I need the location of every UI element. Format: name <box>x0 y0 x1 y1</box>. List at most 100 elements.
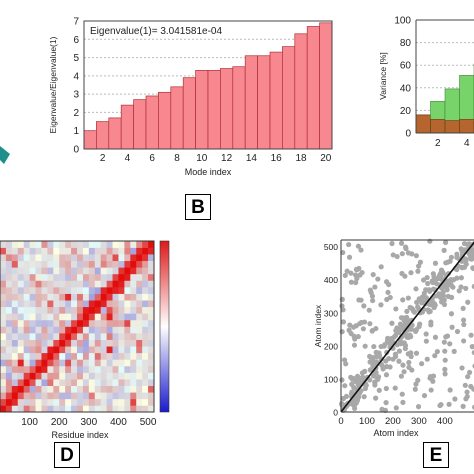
e-contact-point <box>413 350 420 356</box>
d-heatmap-cell <box>17 352 24 360</box>
d-heatmap-cell <box>47 379 54 386</box>
d-heatmap-cell <box>29 287 36 294</box>
d-heatmap-cell <box>130 339 137 347</box>
d-heatmap-cell <box>136 326 143 334</box>
e-contact-point <box>404 308 410 314</box>
d-heatmap-cell <box>148 254 155 262</box>
d-heatmap-cell <box>82 273 90 281</box>
b-x-tick-label: 20 <box>320 153 332 164</box>
d-heatmap-cell <box>11 326 19 334</box>
d-heatmap-cell <box>77 372 84 380</box>
e-contact-point <box>413 286 419 292</box>
d-heatmap-cell <box>41 247 48 255</box>
e-contact-point <box>363 382 369 388</box>
d-heatmap-cell <box>124 392 131 400</box>
d-heatmap-cell <box>0 260 7 268</box>
d-colorbar <box>159 240 170 413</box>
e-contact-point <box>367 353 373 360</box>
d-heatmap-cell <box>88 398 96 406</box>
d-heatmap-cell <box>11 365 19 373</box>
d-heatmap-cell <box>82 392 90 400</box>
b-y-tick-label: 5 <box>73 53 79 64</box>
d-heatmap-cell <box>106 392 113 400</box>
d-heatmap-cell <box>35 306 42 314</box>
d-heatmap-cell <box>53 293 60 301</box>
d-heatmap-cell <box>5 267 13 275</box>
d-heatmap-cell <box>71 287 78 294</box>
d-heatmap-cell <box>77 339 84 347</box>
e-contact-point <box>348 270 354 276</box>
e-contact-point <box>400 297 406 303</box>
d-heatmap-cell <box>47 267 54 275</box>
d-heatmap-cell <box>100 313 107 321</box>
e-contact-point <box>448 254 455 260</box>
d-heatmap-cell <box>65 267 72 275</box>
d-heatmap-cell <box>82 372 90 380</box>
d-heatmap-cell <box>118 326 125 334</box>
d-heatmap-cell <box>41 339 48 347</box>
d-heatmap-cell <box>106 352 113 360</box>
d-heatmap-cell <box>29 267 36 275</box>
e-contact-point <box>461 338 467 344</box>
e-contact-point <box>389 240 395 247</box>
e-contact-point <box>367 367 373 373</box>
d-heatmap-cell <box>41 273 48 281</box>
d-heatmap-cell <box>100 273 107 281</box>
d-heatmap-cell <box>106 280 113 288</box>
d-heatmap-cell <box>0 287 7 294</box>
d-heatmap-cell <box>59 379 66 386</box>
e-contact-point <box>409 367 415 373</box>
d-heatmap-cell <box>88 392 96 400</box>
d-heatmap-cell <box>130 254 137 262</box>
d-heatmap-cell <box>23 372 30 380</box>
d-heatmap-cell <box>88 379 96 386</box>
d-heatmap-cell <box>35 372 42 380</box>
b-bar <box>182 77 196 150</box>
d-heatmap-cell <box>142 267 149 275</box>
d-heatmap-cell <box>148 287 155 294</box>
d-heatmap-cell <box>71 260 78 268</box>
d-heatmap-cell <box>100 359 107 367</box>
d-heatmap-cell <box>94 392 101 400</box>
d-heatmap-cell <box>65 365 72 373</box>
d-heatmap-cell <box>53 339 60 347</box>
d-heatmap-cell <box>77 293 84 301</box>
d-heatmap-cell <box>35 352 42 360</box>
d-heatmap-cell <box>130 359 137 367</box>
d-heatmap-cell <box>94 405 101 413</box>
d-heatmap-cell <box>71 293 78 301</box>
e-contact-point <box>346 327 352 333</box>
d-heatmap-cell <box>94 306 101 314</box>
d-heatmap-cell <box>5 372 13 380</box>
d-heatmap-cell <box>35 247 42 255</box>
d-heatmap-cell <box>142 385 149 393</box>
d-heatmap-cell <box>142 247 149 255</box>
e-contact-point <box>423 295 429 301</box>
d-heatmap-cell <box>112 326 119 334</box>
b-bar <box>207 70 221 150</box>
d-heatmap-cell <box>0 280 7 288</box>
d-heatmap-cell <box>59 293 66 301</box>
e-contact-point <box>362 343 368 349</box>
d-heatmap-cell <box>41 254 48 262</box>
d-heatmap-cell <box>88 346 96 354</box>
d-x-tick-label: 400 <box>110 417 127 428</box>
d-heatmap-cell <box>130 392 137 400</box>
b-bar <box>96 121 110 150</box>
b-bar <box>195 70 209 150</box>
d-heatmap-cell <box>11 254 19 262</box>
d-heatmap-cell <box>0 293 7 301</box>
d-heatmap-cell <box>130 326 137 334</box>
d-heatmap-cell <box>65 352 72 360</box>
d-heatmap-cell <box>65 293 72 301</box>
e-contact-point <box>351 333 357 339</box>
d-heatmap-cell <box>136 333 143 340</box>
e-contact-point <box>458 284 464 290</box>
d-heatmap-cell <box>148 359 155 367</box>
d-heatmap-cell <box>100 241 107 248</box>
e-contact-point <box>469 253 474 259</box>
d-heatmap-cell <box>47 273 54 281</box>
d-heatmap-cell <box>148 260 155 268</box>
d-heatmap-cell <box>142 313 149 321</box>
